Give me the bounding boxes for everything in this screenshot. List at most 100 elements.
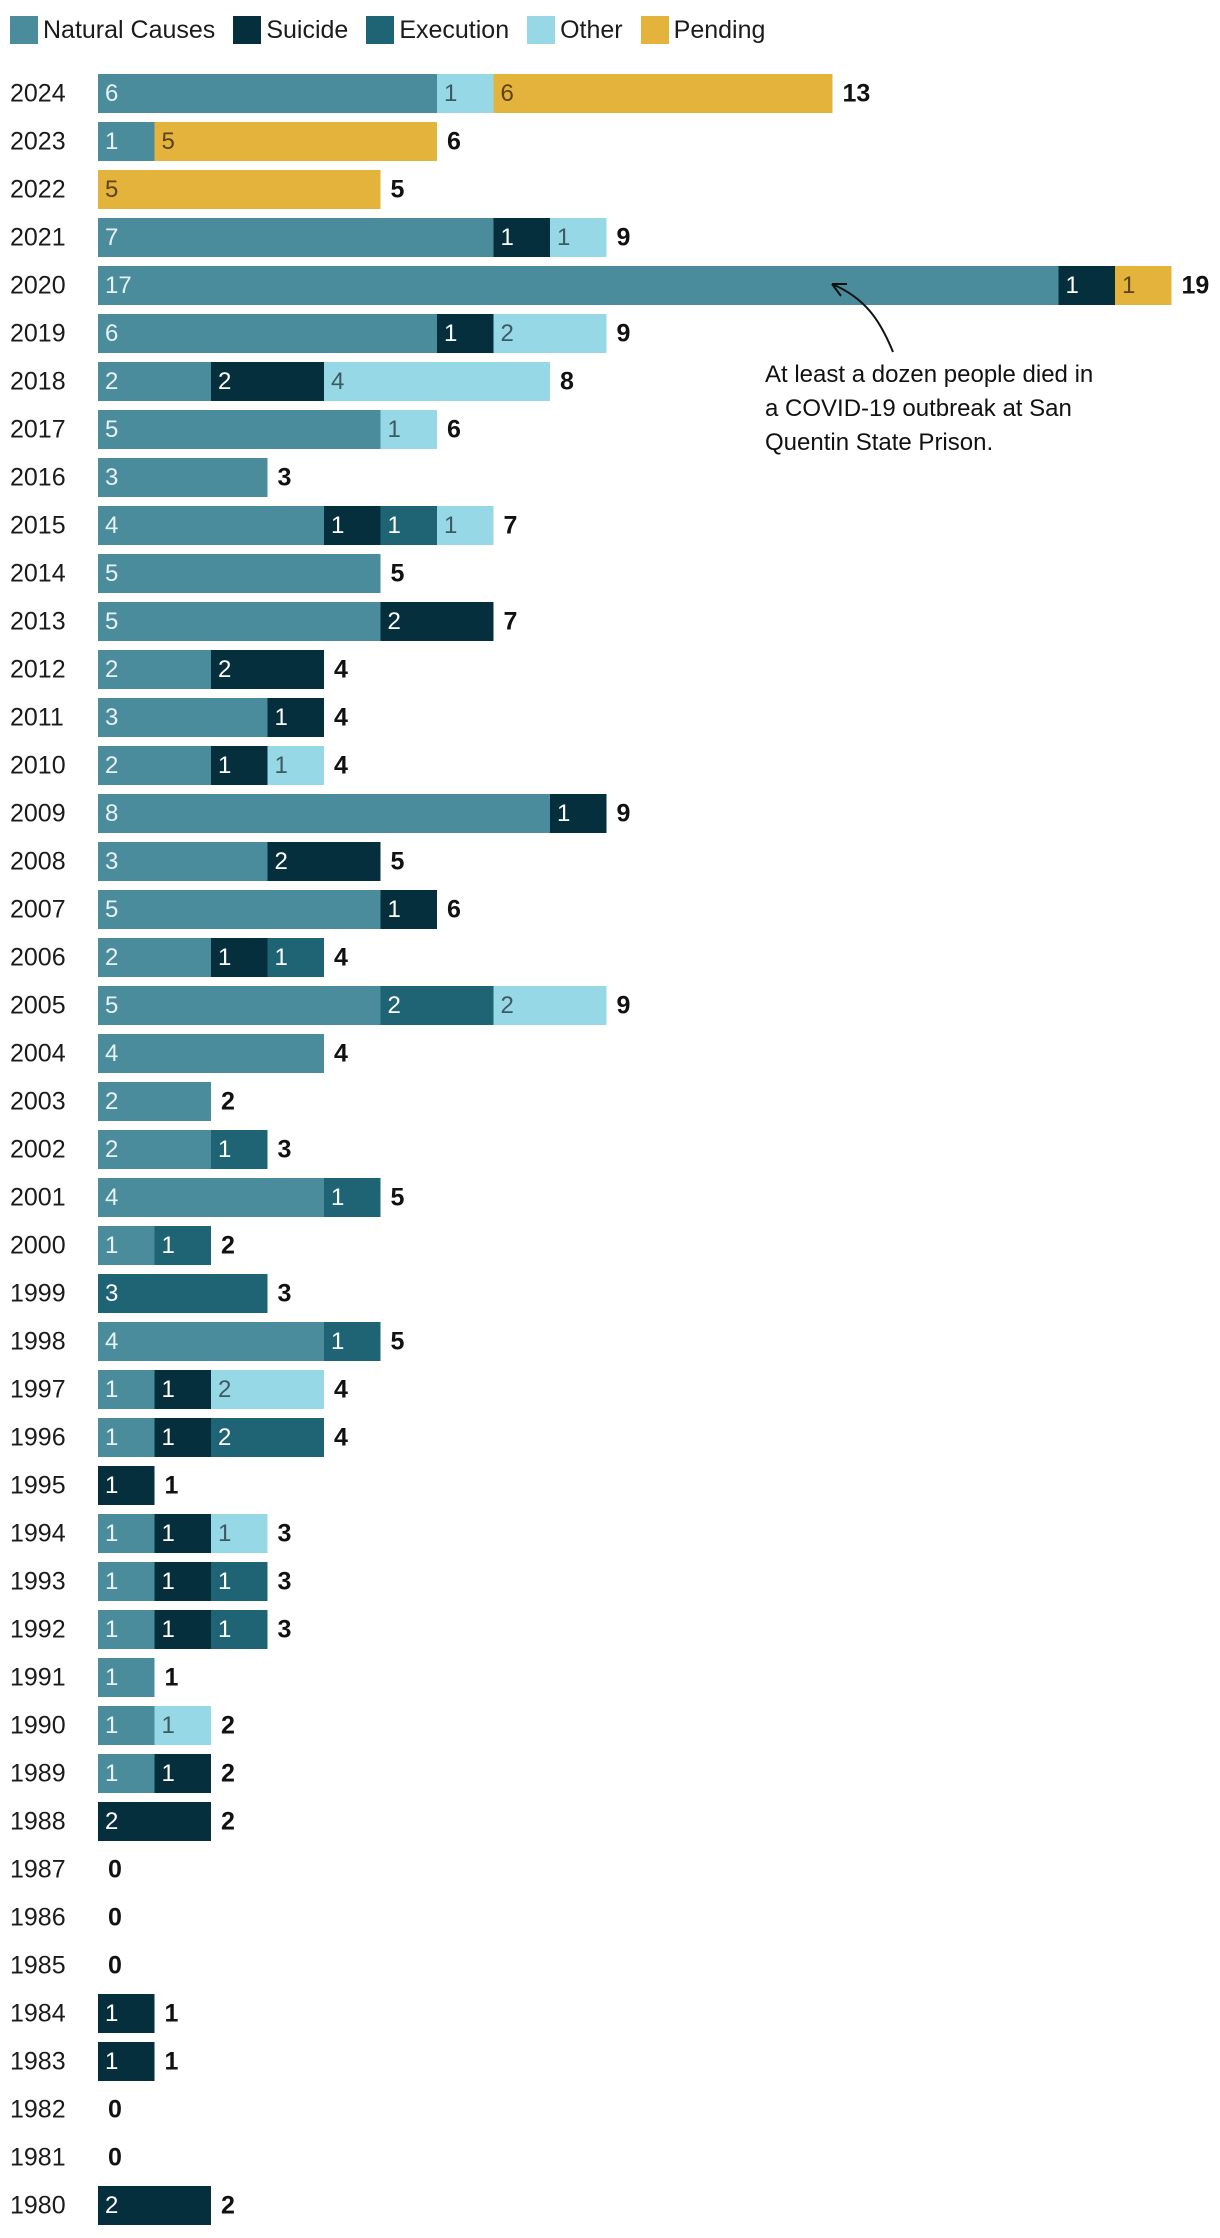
segment-label: 4	[105, 1328, 118, 1355]
bar-segment	[267, 746, 324, 785]
bar-segment	[98, 1322, 324, 1361]
segment-label: 2	[105, 656, 118, 683]
total-label: 2	[221, 1232, 235, 1260]
bar-segment	[154, 1610, 211, 1649]
segment-label: 1	[275, 944, 288, 971]
segment-label: 2	[275, 848, 288, 875]
segment-label: 1	[105, 1568, 118, 1595]
segment-label: 6	[105, 80, 118, 107]
year-label: 1984	[10, 2000, 66, 2028]
total-label: 19	[1182, 272, 1210, 300]
legend-label: Execution	[399, 15, 510, 44]
bar-segment	[493, 74, 833, 113]
segment-label: 1	[162, 1568, 175, 1595]
segment-label: 1	[388, 896, 401, 923]
total-label: 7	[504, 512, 518, 540]
segment-label: 1	[105, 1616, 118, 1643]
segment-label: 4	[331, 368, 344, 395]
total-label: 0	[108, 2096, 122, 2124]
legend-label: Pending	[673, 15, 766, 44]
legend-label: Other	[560, 15, 623, 44]
legend-label: Natural Causes	[43, 15, 216, 44]
legend-item: Suicide	[233, 16, 348, 45]
total-label: 5	[391, 848, 405, 876]
segment-label: 1	[218, 944, 231, 971]
bar-segment	[98, 1082, 211, 1121]
bar-segment	[154, 1370, 211, 1409]
bar-segment	[98, 890, 381, 929]
bar-segment	[98, 266, 1059, 305]
segment-label: 2	[218, 368, 231, 395]
total-label: 4	[334, 1040, 348, 1068]
bar-segment	[211, 1514, 268, 1553]
bar-segment	[1115, 266, 1172, 305]
total-label: 7	[504, 608, 518, 636]
segment-label: 1	[331, 512, 344, 539]
segment-label: 5	[105, 992, 118, 1019]
year-label: 2011	[10, 704, 64, 732]
year-label: 2023	[10, 128, 66, 156]
bar-segment	[98, 218, 494, 257]
total-label: 9	[617, 320, 631, 348]
total-label: 4	[334, 704, 348, 732]
total-label: 3	[278, 1136, 292, 1164]
bar-segment	[211, 1562, 268, 1601]
legend-item: Execution	[366, 16, 509, 45]
segment-label: 4	[105, 1040, 118, 1067]
bar-segment	[98, 1274, 268, 1313]
bar-segment	[324, 506, 381, 545]
year-label: 1996	[10, 1424, 66, 1452]
segment-label: 7	[105, 224, 118, 251]
segment-label: 1	[444, 512, 457, 539]
total-label: 2	[221, 1712, 235, 1740]
bar-segment	[154, 1562, 211, 1601]
bar-segment	[98, 794, 550, 833]
bar-segment	[154, 1418, 211, 1457]
year-label: 2015	[10, 512, 66, 540]
total-label: 1	[165, 2000, 179, 2028]
total-label: 3	[278, 464, 292, 492]
legend-item: Natural Causes	[10, 16, 215, 45]
segment-label: 1	[162, 1760, 175, 1787]
segment-label: 2	[501, 992, 514, 1019]
segment-label: 2	[218, 656, 231, 683]
bar-segment	[550, 794, 607, 833]
year-label: 1987	[10, 1856, 66, 1884]
segment-label: 1	[331, 1184, 344, 1211]
bar-segment	[98, 554, 381, 593]
segment-label: 2	[388, 608, 401, 635]
total-label: 2	[221, 1760, 235, 1788]
segment-label: 17	[105, 272, 132, 299]
segment-label: 2	[105, 2192, 118, 2219]
total-label: 5	[391, 176, 405, 204]
segment-label: 8	[105, 800, 118, 827]
segment-label: 1	[557, 224, 570, 251]
segment-label: 1	[218, 1616, 231, 1643]
year-label: 2013	[10, 608, 66, 636]
total-label: 3	[278, 1520, 292, 1548]
year-label: 1994	[10, 1520, 66, 1548]
bar-segment	[154, 1226, 211, 1265]
total-label: 9	[617, 992, 631, 1020]
segment-label: 1	[162, 1376, 175, 1403]
bar-segment	[98, 1754, 155, 1793]
bar-segment	[98, 1178, 324, 1217]
segment-label: 2	[218, 1376, 231, 1403]
total-label: 5	[391, 1184, 405, 1212]
bar-segment	[380, 602, 494, 641]
bar-segment	[98, 410, 381, 449]
total-label: 13	[843, 80, 871, 108]
legend-item: Other	[527, 16, 623, 45]
year-label: 1982	[10, 2096, 66, 2124]
total-label: 4	[334, 1424, 348, 1452]
year-label: 2009	[10, 800, 66, 828]
bar-segment	[437, 314, 494, 353]
segment-label: 1	[1122, 272, 1135, 299]
bar-segment	[380, 506, 437, 545]
bar-segment	[98, 1466, 155, 1505]
segment-label: 5	[105, 608, 118, 635]
year-label: 2006	[10, 944, 66, 972]
bar-segment	[98, 1706, 155, 1745]
total-label: 9	[617, 800, 631, 828]
